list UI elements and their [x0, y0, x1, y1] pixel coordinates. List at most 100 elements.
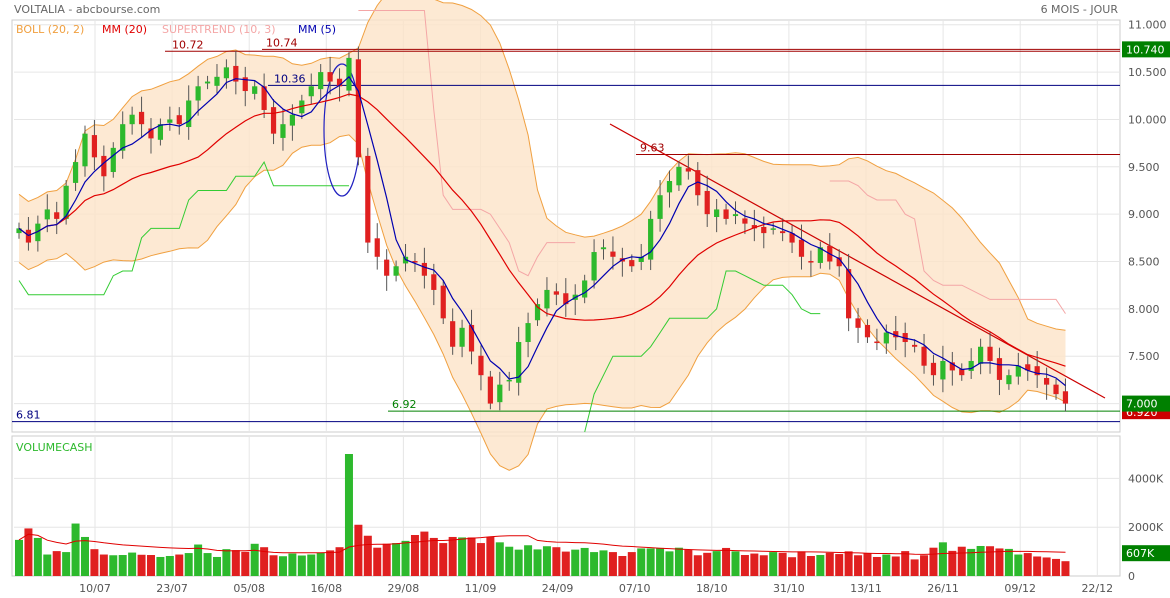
date-tick-label: 16/08	[310, 582, 342, 595]
candle	[233, 50, 239, 95]
volume-bar	[307, 554, 316, 576]
candle	[855, 307, 861, 343]
candle-body	[657, 195, 663, 219]
candle-body	[176, 115, 182, 125]
date-tick-label: 23/07	[156, 582, 188, 595]
candle-body	[525, 323, 531, 343]
candle	[874, 328, 880, 351]
candle	[1044, 367, 1050, 400]
candle-body	[732, 214, 739, 217]
last-volume-marker: 607K	[1126, 547, 1155, 560]
volume-bar	[703, 552, 712, 576]
level-line-10-36-label: 10.36	[274, 72, 306, 85]
candle-body	[714, 209, 720, 218]
volume-bar	[618, 555, 627, 576]
candle	[1006, 369, 1012, 390]
volume-bar	[844, 551, 853, 576]
volume-bar	[80, 536, 89, 576]
volume-bar	[684, 549, 693, 576]
volume-bar	[759, 555, 768, 576]
date-tick-label: 26/11	[927, 582, 959, 595]
volume-tick-label: 2000K	[1128, 521, 1164, 534]
volume-bar	[62, 552, 71, 576]
candle-body	[751, 225, 757, 229]
candle-body	[600, 247, 607, 250]
candle	[676, 161, 682, 191]
candle	[270, 99, 277, 145]
candle-body	[817, 247, 823, 263]
volume-bar	[118, 555, 127, 576]
volume-bars	[15, 454, 1070, 576]
candle	[440, 279, 446, 325]
candle-body	[883, 332, 889, 344]
candle-body	[666, 181, 673, 193]
volume-bar	[882, 554, 891, 576]
candle-body	[355, 59, 361, 158]
candle	[648, 210, 654, 271]
volume-bar	[740, 555, 749, 576]
candle-body	[148, 128, 154, 139]
candle	[940, 345, 946, 393]
candle	[242, 66, 248, 107]
candle	[214, 64, 220, 94]
candle-body	[261, 86, 267, 110]
volume-bar	[608, 552, 617, 576]
candle-body	[346, 57, 352, 91]
volume-bar	[128, 552, 137, 576]
candle-body	[54, 212, 60, 219]
level-line-10-74-label: 10.74	[266, 36, 298, 49]
volume-bar	[514, 549, 523, 576]
volume-bar	[750, 553, 759, 576]
candle-body	[912, 344, 918, 347]
candle-body	[270, 107, 277, 134]
volume-bar	[816, 555, 825, 576]
volume-bar	[401, 540, 410, 576]
candle-body	[450, 321, 456, 347]
candle-body	[167, 119, 173, 123]
candle-body	[582, 280, 588, 298]
candle-body	[798, 239, 805, 257]
volume-bar	[788, 557, 797, 576]
candle-body	[1053, 384, 1059, 395]
candle-body	[704, 190, 710, 215]
candle-body	[591, 252, 597, 281]
candle-body	[676, 166, 682, 186]
legend-mm20: MM (20)	[102, 23, 147, 36]
candle	[63, 180, 69, 225]
volume-bar	[439, 543, 448, 576]
volume-bar	[33, 537, 42, 576]
candle-body	[204, 81, 211, 84]
candle	[657, 180, 663, 232]
candle-body	[478, 355, 484, 376]
volume-bar	[137, 554, 146, 576]
volume-bar	[335, 547, 344, 576]
candle-body	[421, 262, 427, 276]
volume-bar	[637, 548, 646, 576]
bollinger-upper	[18, 0, 1066, 331]
volume-bar	[203, 553, 212, 576]
candle-body	[940, 360, 946, 380]
candle	[846, 253, 852, 332]
date-tick-label: 31/10	[773, 582, 805, 595]
volume-bar	[929, 547, 938, 576]
candle-body	[44, 209, 50, 220]
volume-bar	[797, 551, 806, 576]
candle	[798, 224, 805, 270]
volume-bar	[693, 555, 702, 576]
bollinger-bands	[18, 0, 1066, 471]
price-tick-label: 10.000	[1128, 113, 1167, 126]
candle-body	[544, 289, 550, 309]
level-line-6-92-label: 6.92	[392, 398, 417, 411]
volume-bar	[269, 555, 278, 576]
candle-body	[336, 78, 343, 87]
candle	[723, 203, 729, 225]
candle	[1053, 378, 1059, 400]
candle-body	[978, 346, 984, 364]
candle-body	[638, 256, 644, 262]
candle-body	[808, 261, 814, 263]
candle-body	[440, 285, 446, 319]
candle-body	[553, 291, 559, 295]
legend-boll: BOLL (20, 2)	[16, 23, 84, 36]
